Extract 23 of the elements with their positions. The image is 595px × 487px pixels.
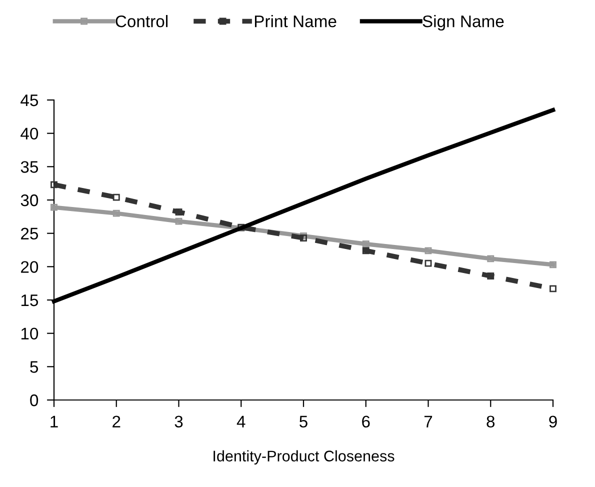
x-tick-label: 1 (50, 416, 58, 428)
legend-label: Sign Name (422, 15, 504, 31)
x-tick-label: 3 (174, 416, 183, 428)
y-tick-label: 10 (21, 328, 38, 340)
y-tick-label: 30 (20, 194, 38, 206)
y-tick-label: 20 (21, 261, 38, 273)
x-axis-title: Identity-Product Closeness (214, 450, 394, 464)
x-tick-label: 2 (112, 416, 120, 428)
x-tick-label: 8 (486, 416, 495, 428)
y-tick-label: 15 (21, 294, 38, 306)
x-tick-label: 9 (549, 416, 557, 428)
y-tick-label: 45 (20, 94, 38, 106)
y-tick-label: 35 (20, 161, 38, 173)
x-tick-label: 7 (424, 416, 432, 428)
y-tick-label: 25 (21, 228, 38, 240)
legend-label: Print Name (254, 15, 336, 28)
x-tick-label: 6 (362, 416, 370, 428)
legend-label: Control (116, 15, 168, 28)
y-tick-label: 40 (20, 128, 38, 140)
y-tick-label: 0 (30, 394, 38, 406)
y-tick-label: 5 (30, 361, 38, 373)
x-tick-label: 5 (300, 416, 308, 428)
x-tick-label: 4 (236, 416, 246, 428)
